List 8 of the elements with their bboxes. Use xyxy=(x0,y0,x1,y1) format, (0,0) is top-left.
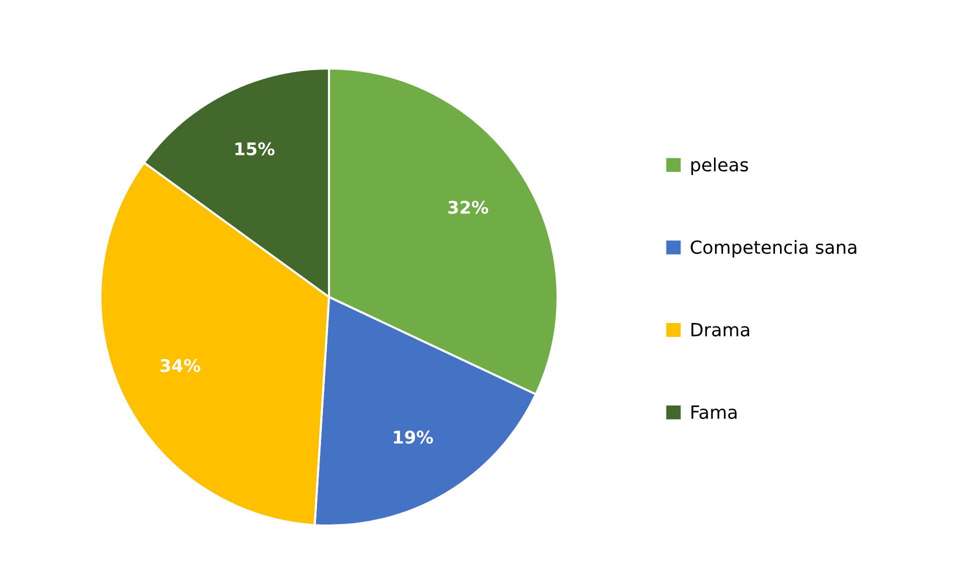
data-label: 19% xyxy=(394,430,433,444)
data-label: 34% xyxy=(160,358,200,372)
legend-label: Competencia sana xyxy=(690,240,856,258)
data-label: 32% xyxy=(448,200,488,214)
legend-label: Fama xyxy=(691,406,737,419)
legend-label: peleas xyxy=(691,158,748,176)
legend-label: Drama xyxy=(691,323,750,336)
data-label: 15% xyxy=(235,142,275,156)
